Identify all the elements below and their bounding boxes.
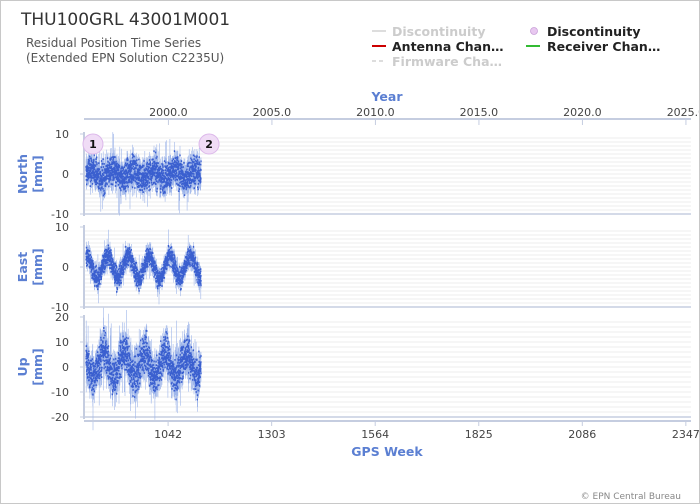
legend-label: Antenna Chan… [392,39,504,54]
y-tick-label: 0 [62,261,69,274]
y-axis-label: North [15,154,30,194]
discontinuity-label: 1 [89,138,97,151]
data-points [85,244,202,293]
y-tick-label: -10 [51,301,69,314]
top-axis: 2000.0 2005.0 2010.0 2015.0 2020.0 2025.0 [84,106,699,125]
discontinuity-label: 2 [205,138,213,151]
bottom-axis-tick-label: 1042 [154,428,182,441]
bottom-axis: 1042 1303 1564 1825 2086 2347 [84,420,699,441]
legend-item-antenna-change[interactable]: Antenna Chan… [372,39,504,54]
bottom-axis-tick-label: 2086 [568,428,596,441]
discontinuity-circle [198,133,220,155]
series-north [85,132,202,216]
y-tick-label: 0 [62,361,69,374]
legend-label: Discontinuity [547,24,640,39]
y-axis-label: Up [15,357,30,376]
series-up [85,307,202,431]
bottom-axis-label: GPS Week [351,444,423,459]
panel-north: 10 0 -10 North [mm] 1 2 [15,128,691,221]
series-east [85,229,202,305]
y-tick-label: 20 [55,311,69,324]
y-tick-label: 10 [55,336,69,349]
top-axis-tick-label: 2015.0 [460,106,499,119]
top-axis-label: Year [371,89,404,104]
discontinuity-circle [82,133,104,155]
panel-east: 10 0 -10 East [mm] [15,221,691,314]
y-axis-unit: [mm] [30,155,45,192]
legend-item-discontinuity-circle[interactable]: Discontinuity [530,24,641,39]
panel-up: 20 10 0 -10 -20 Up [mm] [15,307,691,431]
bottom-axis-tick-label: 2347 [672,428,699,441]
y-axis-unit: [mm] [30,248,45,285]
legend: Discontinuity Discontinuity Antenna Chan… [372,24,660,69]
legend-item-receiver-change[interactable]: Receiver Chan… [526,39,660,54]
bottom-axis-tick-label: 1303 [258,428,286,441]
chart-subtitle-line2: (Extended EPN Solution C2235U) [26,51,224,65]
legend-item-firmware-change[interactable]: Firmware Cha… [372,54,502,69]
chart-subtitle-line1: Residual Position Time Series [26,36,201,50]
legend-label: Receiver Chan… [547,39,660,54]
top-axis-tick-label: 2005.0 [253,106,292,119]
bottom-axis-tick-label: 1825 [465,428,493,441]
y-tick-label: -10 [51,208,69,221]
discontinuity-marker[interactable]: 2 [198,133,220,155]
top-axis-tick-label: 2000.0 [149,106,188,119]
legend-label: Firmware Cha… [392,54,502,69]
y-tick-label: 10 [55,128,69,141]
legend-item-discontinuity-line[interactable]: Discontinuity [372,24,485,39]
data-points [85,150,202,197]
y-tick-label: -20 [51,411,69,424]
credit-text: © EPN Central Bureau [581,492,681,502]
y-tick-label: 0 [62,168,69,181]
legend-label: Discontinuity [392,24,485,39]
top-axis-tick-label: 2025.0 [667,106,699,119]
chart-title: THU100GRL 43001M001 [20,10,230,30]
y-axis-unit: [mm] [30,348,45,385]
y-tick-label: 10 [55,221,69,234]
y-axis-label: East [15,252,30,282]
top-axis-tick-label: 2020.0 [563,106,602,119]
bottom-axis-tick-label: 1564 [361,428,389,441]
top-axis-tick-label: 2010.0 [356,106,395,119]
y-tick-label: -10 [51,386,69,399]
data-points [85,327,202,401]
discontinuity-marker[interactable]: 1 [82,133,104,155]
